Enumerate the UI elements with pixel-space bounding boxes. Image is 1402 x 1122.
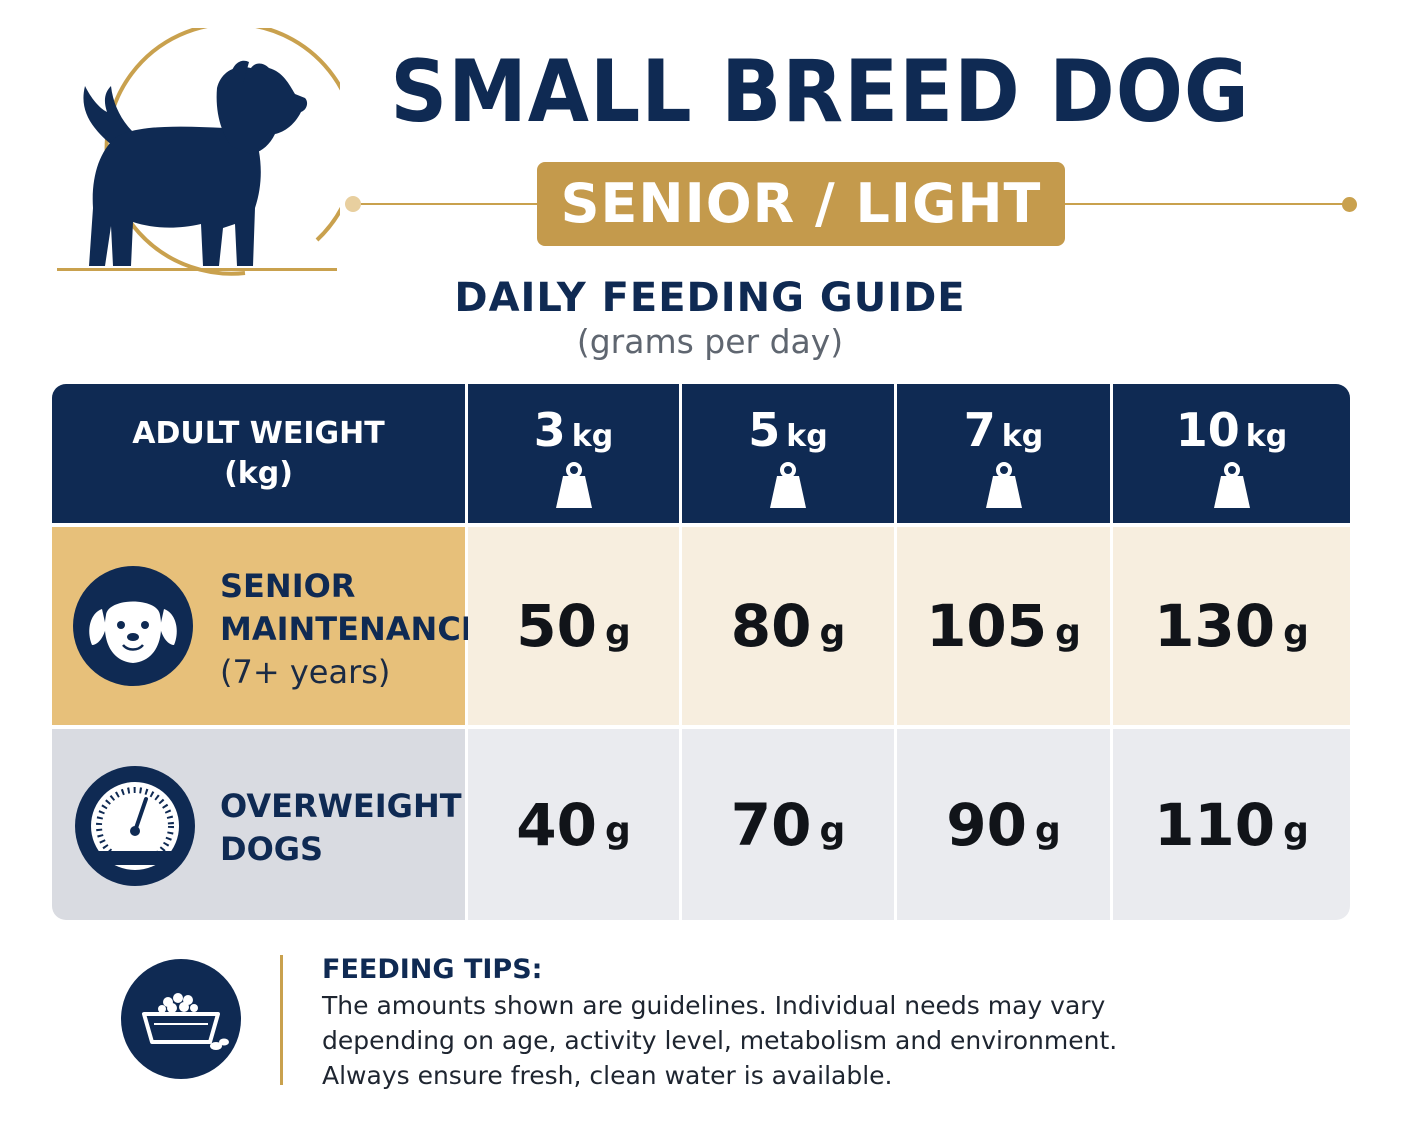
header-weight-3kg: 3 kg (468, 384, 679, 523)
dog-silhouette-icon (57, 28, 340, 276)
tips-body: The amounts shown are guidelines. Indivi… (322, 991, 1118, 1090)
amount-value: 90 (946, 790, 1027, 859)
amount-unit: g (819, 611, 846, 653)
puppy-face-icon (73, 566, 193, 686)
table-cell: 50 g (468, 527, 679, 725)
amount-unit: g (1283, 611, 1309, 653)
row-label-senior: SENIOR MAINTENANCE (7+ years) (52, 527, 483, 725)
divider-dot (345, 196, 361, 212)
header-weight-10kg: 10 kg (1113, 384, 1350, 523)
table-cell: 40 g (468, 729, 679, 920)
weight-unit: kg (1001, 419, 1044, 454)
row-label-line1: SENIOR (220, 567, 356, 605)
weight-icon (985, 462, 1022, 508)
amount-unit: g (1055, 611, 1081, 653)
table-cell: 110 g (1113, 729, 1350, 920)
feeding-table: ADULT WEIGHT (kg) 3 kg 5 kg 7 kg 10 kg SENIO… (52, 384, 1350, 920)
amount-unit: g (1283, 810, 1309, 851)
header-label-line2: (kg) (224, 455, 293, 491)
amount-value: 130 (1154, 592, 1276, 660)
guide-subtitle: (grams per day) (576, 322, 844, 361)
product-badge: SENIOR / LIGHT (537, 162, 1065, 246)
row-label-line3: (7+ years) (220, 653, 391, 691)
weight-icon (555, 462, 592, 508)
amount-value: 40 (516, 790, 597, 859)
amount-unit: g (1034, 810, 1061, 851)
weight-icon (770, 462, 806, 508)
amount-unit: g (604, 611, 631, 653)
amount-unit: g (604, 810, 631, 851)
weight-icon (1213, 462, 1250, 508)
header-weight-label: ADULT WEIGHT (kg) (52, 384, 465, 523)
amount-value: 105 (926, 592, 1048, 660)
row-label-line2: DOGS (220, 830, 324, 868)
row-label-line1: OVERWEIGHT (220, 787, 462, 825)
divider (1065, 203, 1350, 205)
weight-value: 7 (963, 403, 996, 457)
scale-gauge-icon (75, 766, 195, 886)
table-cell: 130 g (1113, 527, 1350, 725)
page-title: SMALL BREED DOG (390, 42, 1250, 142)
weight-unit: kg (1245, 419, 1288, 454)
table-cell: 70 g (682, 729, 894, 920)
divider-dot (1342, 197, 1357, 212)
amount-value: 110 (1154, 790, 1276, 859)
row-label-line2: MAINTENANCE (220, 610, 483, 648)
divider (352, 203, 537, 205)
tips-title: FEEDING TIPS: (322, 954, 543, 985)
tips-divider (280, 955, 283, 1085)
amount-unit: g (819, 810, 846, 851)
weight-unit: kg (571, 419, 614, 454)
table-cell: 105 g (897, 527, 1110, 725)
amount-value: 50 (516, 592, 597, 660)
guide-title: DAILY FEEDING GUIDE (454, 275, 966, 321)
amount-value: 80 (730, 592, 812, 660)
header-weight-5kg: 5 kg (682, 384, 894, 523)
weight-value: 5 (748, 403, 781, 457)
table-cell: 80 g (682, 527, 894, 725)
row-label-overweight: OVERWEIGHT DOGS (52, 729, 465, 920)
weight-unit: kg (786, 419, 828, 454)
table-cell: 90 g (897, 729, 1110, 920)
weight-value: 3 (533, 403, 566, 457)
header-weight-7kg: 7 kg (897, 384, 1110, 523)
header-label-line1: ADULT WEIGHT (132, 415, 385, 451)
weight-value: 10 (1175, 403, 1240, 457)
food-bowl-icon (121, 959, 241, 1079)
amount-value: 70 (730, 790, 812, 859)
